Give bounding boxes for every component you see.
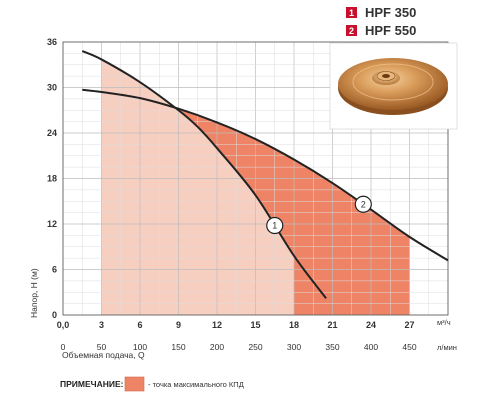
y-axis-label: Напор, H (м) [29,268,39,318]
x-tick-label: 15 [250,320,260,330]
series-line-hpf550 [82,88,449,262]
x2-tick-label: 150 [171,342,185,352]
x-tick-label: 18 [289,320,299,330]
y-tick-label: 0 [52,310,57,320]
svg-text:- точка максимального КПД: - точка максимального КПД [148,380,244,389]
y-tick-label: 12 [47,219,57,229]
x-tick-label: 24 [366,320,376,330]
svg-text:ПРИМЕЧАНИЕ:: ПРИМЕЧАНИЕ: [60,379,124,389]
y-tick-label: 18 [47,174,57,184]
x2-tick-label: 450 [402,342,416,352]
note: ПРИМЕЧАНИЕ: - точка максимального КПД [60,376,244,392]
x-tick-label: 12 [212,320,222,330]
y-axis-ticks: 0 6 12 18 24 30 36 [47,37,57,320]
series-marker-hpf350: 1 [266,216,284,235]
svg-text:2: 2 [349,26,354,36]
legend: 1 HPF 350 2 HPF 550 [346,5,416,38]
svg-text:HPF 350: HPF 350 [365,5,416,20]
x-tick-label: 9 [176,320,181,330]
legend-item-hpf550: 2 HPF 550 [346,23,416,38]
series-line-hpf350 [81,50,327,299]
y-tick-label: 36 [47,37,57,47]
y-tick-label: 30 [47,83,57,93]
x2-tick-label: 0 [61,342,66,352]
x2-tick-label: 350 [325,342,339,352]
svg-text:HPF 550: HPF 550 [365,23,416,38]
x-tick-label: 27 [404,320,414,330]
svg-text:2: 2 [361,199,366,209]
plot-frame [62,41,449,316]
y-tick-label: 6 [52,265,57,275]
x-axis-unit: м³/ч [437,318,451,327]
x2-axis-ticks: 0 50 100 150 200 250 300 350 400 450 [61,342,417,352]
x2-tick-label: 400 [364,342,378,352]
x-tick-label: 6 [137,320,142,330]
x-tick-label: 21 [327,320,337,330]
x2-tick-label: 100 [133,342,147,352]
impeller-photo [329,42,458,130]
x2-tick-label: 50 [97,342,107,352]
x2-tick-label: 250 [248,342,262,352]
legend-item-hpf350: 1 HPF 350 [346,5,416,20]
x2-tick-label: 300 [287,342,301,352]
svg-text:1: 1 [272,221,277,231]
x-axis-ticks: 0,0 3 6 9 12 15 18 21 24 27 [57,320,415,330]
x-tick-label: 0,0 [57,320,70,330]
x2-axis-unit: л/мин [437,343,457,352]
series-marker-hpf550: 2 [354,195,372,213]
x-tick-label: 3 [99,320,104,330]
svg-text:1: 1 [349,8,354,18]
x-axis-label: Объемная подача, Q [62,350,145,360]
x2-tick-label: 200 [210,342,224,352]
y-tick-label: 24 [47,128,57,138]
